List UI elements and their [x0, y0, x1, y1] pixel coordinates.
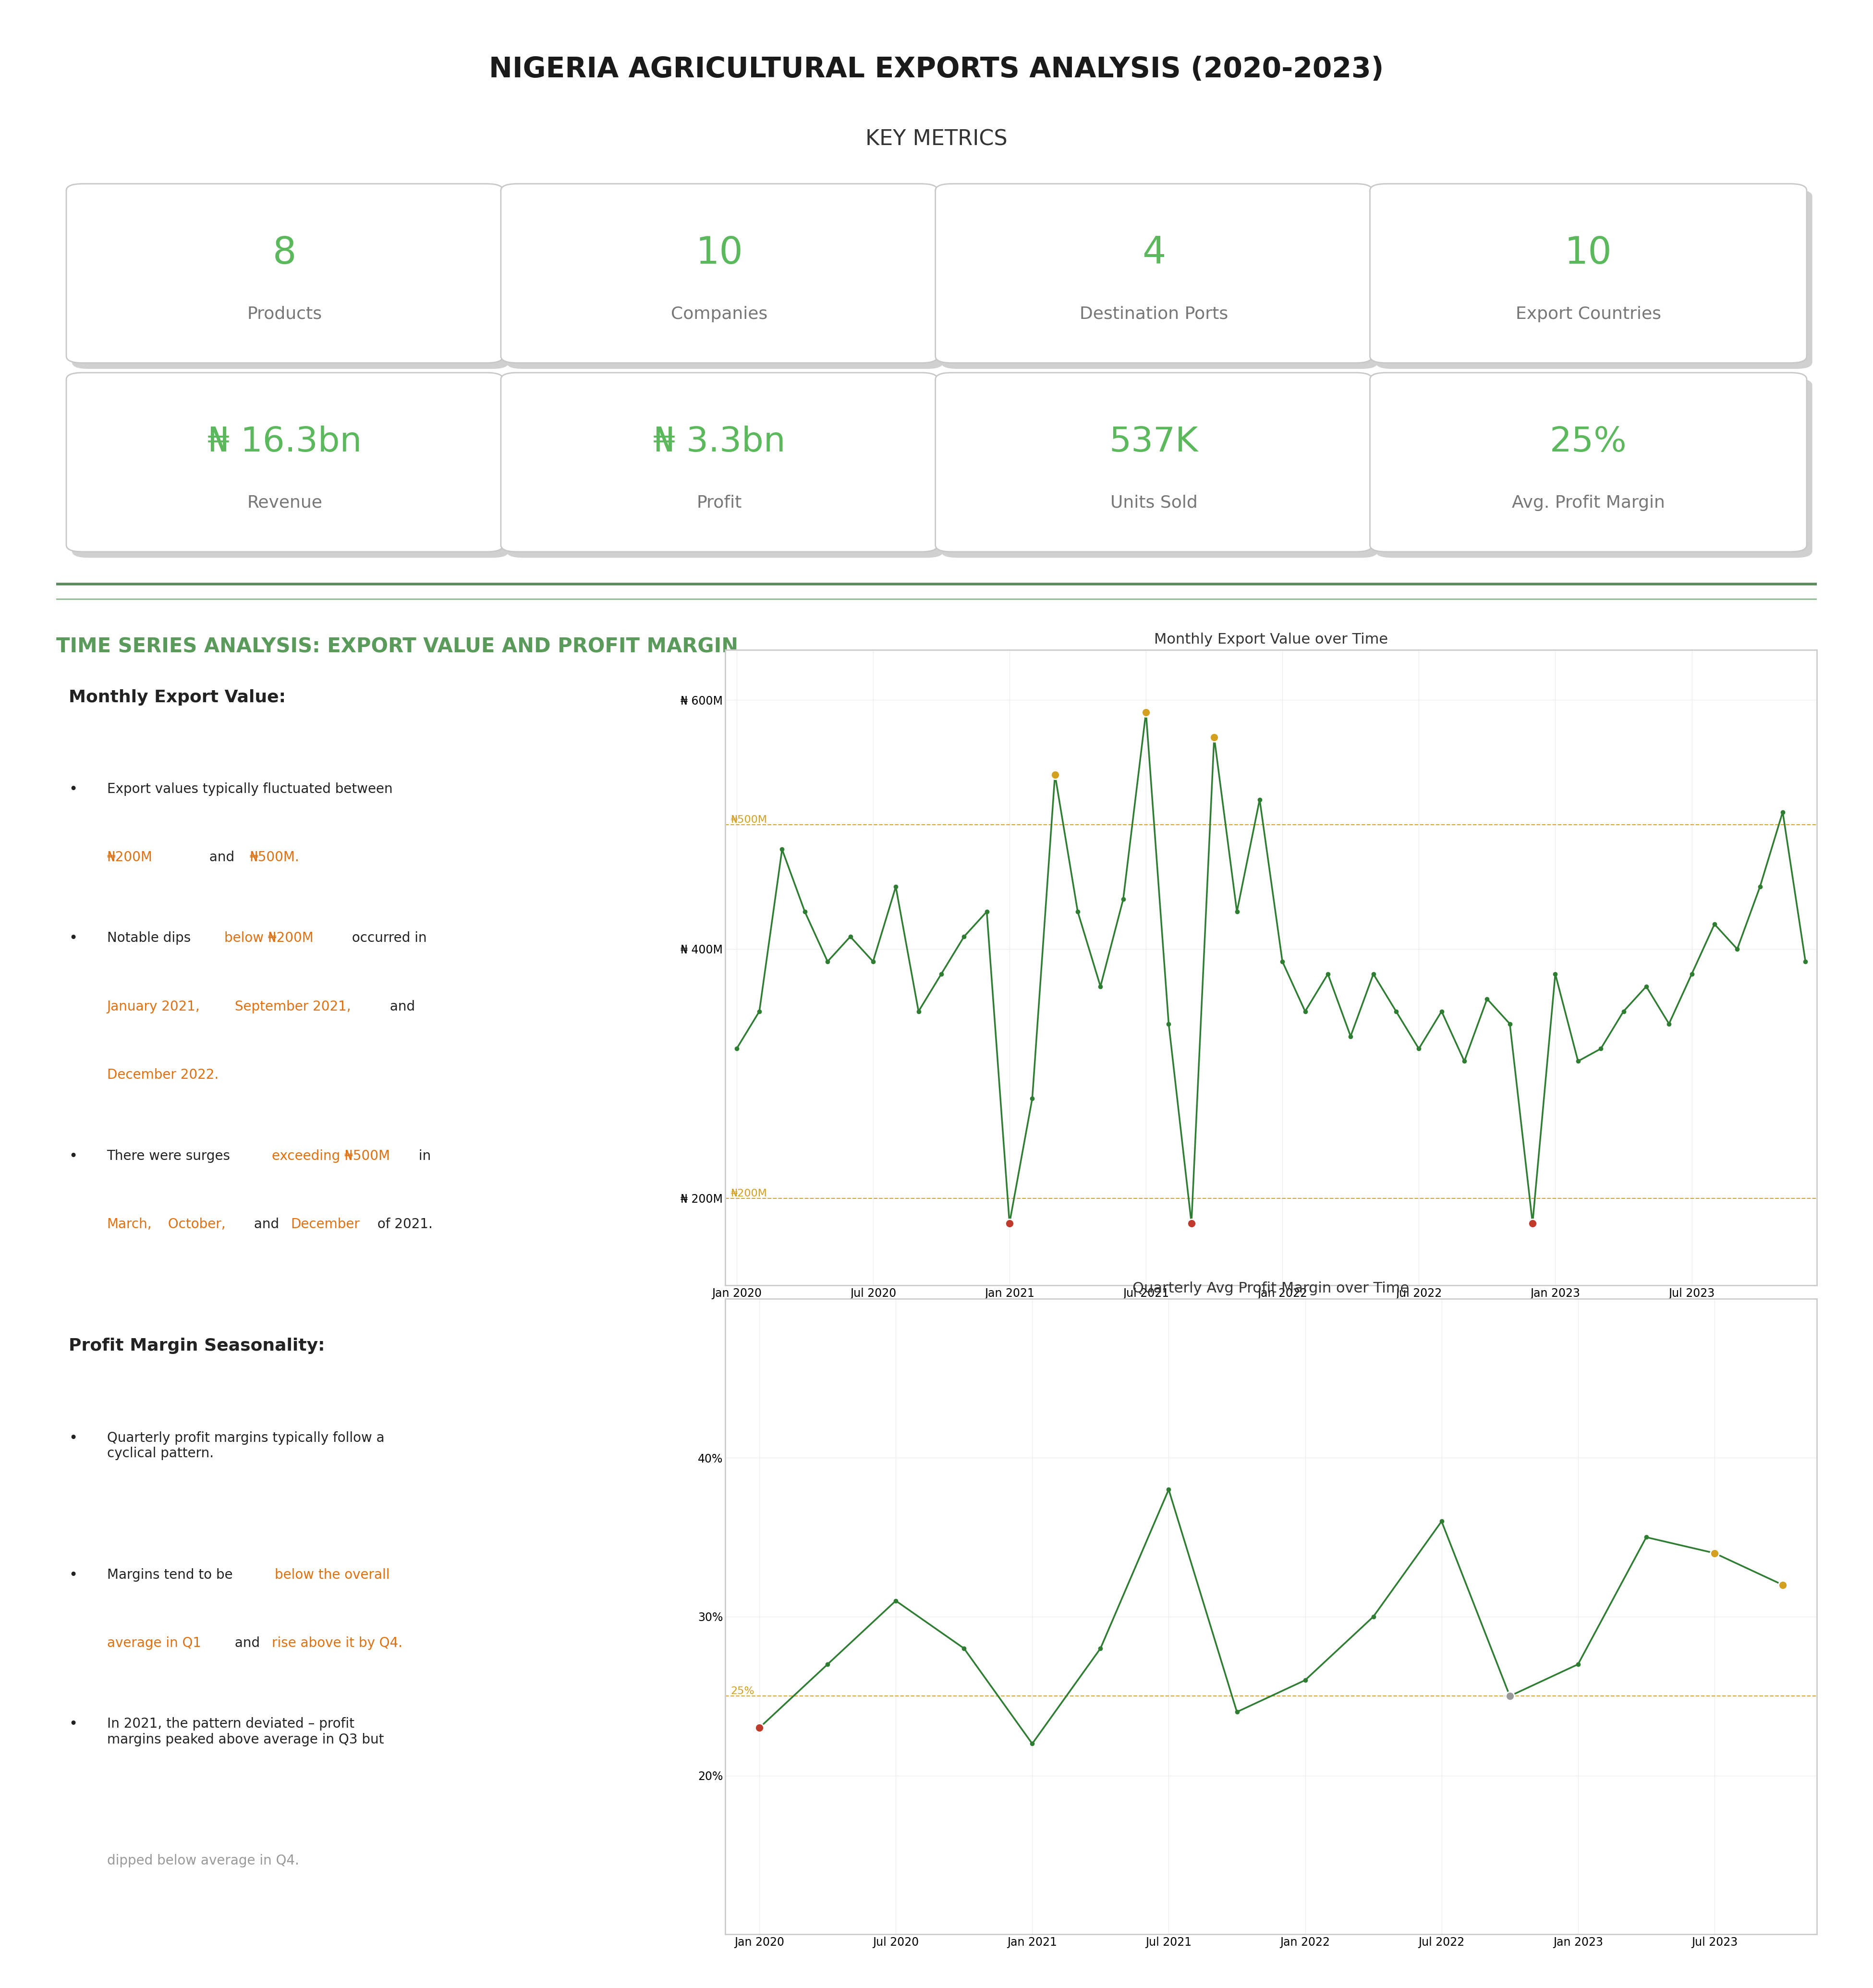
FancyBboxPatch shape [940, 378, 1379, 559]
Text: Profit: Profit [697, 495, 742, 511]
Text: 4: 4 [1143, 235, 1165, 270]
Text: 10: 10 [695, 235, 744, 270]
FancyBboxPatch shape [506, 189, 944, 370]
FancyBboxPatch shape [66, 372, 504, 553]
Text: Companies: Companies [671, 306, 768, 322]
Text: Products: Products [247, 306, 322, 322]
Text: NIGERIA AGRICULTURAL EXPORTS ANALYSIS (2020-2023): NIGERIA AGRICULTURAL EXPORTS ANALYSIS (2… [489, 56, 1384, 83]
Text: ₦ 16.3bn: ₦ 16.3bn [208, 425, 361, 459]
Text: 25%: 25% [1549, 425, 1628, 459]
FancyBboxPatch shape [1375, 378, 1813, 559]
FancyBboxPatch shape [71, 189, 509, 370]
FancyBboxPatch shape [500, 372, 938, 553]
Text: Revenue: Revenue [247, 495, 322, 511]
FancyBboxPatch shape [935, 183, 1373, 364]
FancyBboxPatch shape [500, 183, 938, 364]
Text: TIME SERIES ANALYSIS: EXPORT VALUE AND PROFIT MARGIN: TIME SERIES ANALYSIS: EXPORT VALUE AND P… [56, 636, 738, 656]
FancyBboxPatch shape [66, 183, 504, 364]
Text: KEY METRICS: KEY METRICS [865, 129, 1008, 149]
Text: Units Sold: Units Sold [1111, 495, 1197, 511]
FancyBboxPatch shape [1369, 372, 1807, 553]
Text: Avg. Profit Margin: Avg. Profit Margin [1512, 495, 1665, 511]
Text: 537K: 537K [1109, 425, 1199, 459]
FancyBboxPatch shape [506, 378, 944, 559]
FancyBboxPatch shape [935, 372, 1373, 553]
FancyBboxPatch shape [71, 378, 509, 559]
Text: 10: 10 [1564, 235, 1613, 270]
Text: ₦ 3.3bn: ₦ 3.3bn [654, 425, 785, 459]
FancyBboxPatch shape [940, 189, 1379, 370]
FancyBboxPatch shape [1369, 183, 1807, 364]
FancyBboxPatch shape [1375, 189, 1813, 370]
Text: 8: 8 [273, 235, 296, 270]
Text: Export Countries: Export Countries [1515, 306, 1661, 322]
Text: Destination Ports: Destination Ports [1079, 306, 1229, 322]
